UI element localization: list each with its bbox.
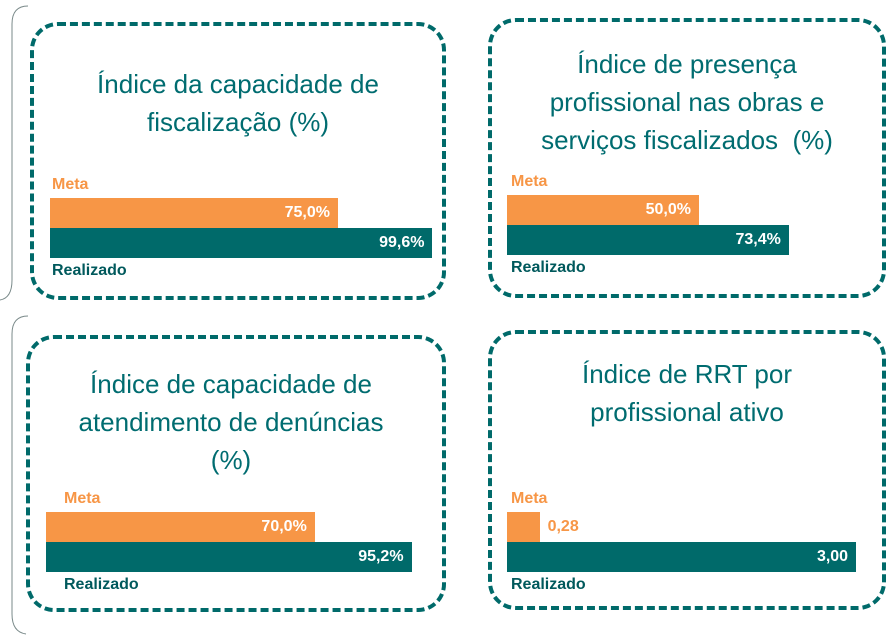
panel bbox=[488, 18, 886, 298]
value-label: 0,28 bbox=[547, 518, 579, 535]
panel bbox=[30, 22, 446, 300]
chart-title: Índice de presença profissional nas obra… bbox=[541, 49, 833, 155]
bar bbox=[46, 542, 412, 572]
value-label: 70,0% bbox=[261, 518, 307, 535]
category-label: Meta bbox=[511, 490, 548, 507]
category-label: Meta bbox=[511, 173, 548, 190]
value-label: 75,0% bbox=[284, 204, 330, 221]
bar bbox=[50, 198, 338, 228]
chart-title: Índice de RRT por profissional ativo bbox=[581, 359, 800, 427]
category-label: Meta bbox=[64, 490, 101, 507]
category-label: Realizado bbox=[511, 259, 586, 276]
bar bbox=[507, 195, 699, 225]
bar bbox=[507, 512, 540, 542]
category-label: Realizado bbox=[52, 262, 127, 279]
panel bbox=[488, 330, 886, 610]
bar bbox=[507, 542, 857, 572]
bar bbox=[46, 512, 315, 542]
bar bbox=[50, 228, 433, 258]
value-label: 73,4% bbox=[735, 231, 781, 248]
value-label: 50,0% bbox=[645, 201, 691, 218]
bracket bbox=[0, 5, 29, 301]
chart-title: Índice da capacidade de fiscalização (%) bbox=[97, 69, 387, 137]
category-label: Meta bbox=[52, 176, 89, 193]
chart-title: Índice de capacidade de atendimento de d… bbox=[78, 369, 398, 475]
bracket bbox=[11, 315, 29, 635]
panel bbox=[26, 335, 446, 612]
value-label: 3,00 bbox=[816, 548, 849, 565]
value-label: 99,6% bbox=[379, 234, 425, 251]
bar bbox=[507, 225, 789, 255]
category-label: Realizado bbox=[64, 576, 139, 593]
category-label: Realizado bbox=[511, 576, 586, 593]
value-label: 95,2% bbox=[358, 548, 404, 565]
